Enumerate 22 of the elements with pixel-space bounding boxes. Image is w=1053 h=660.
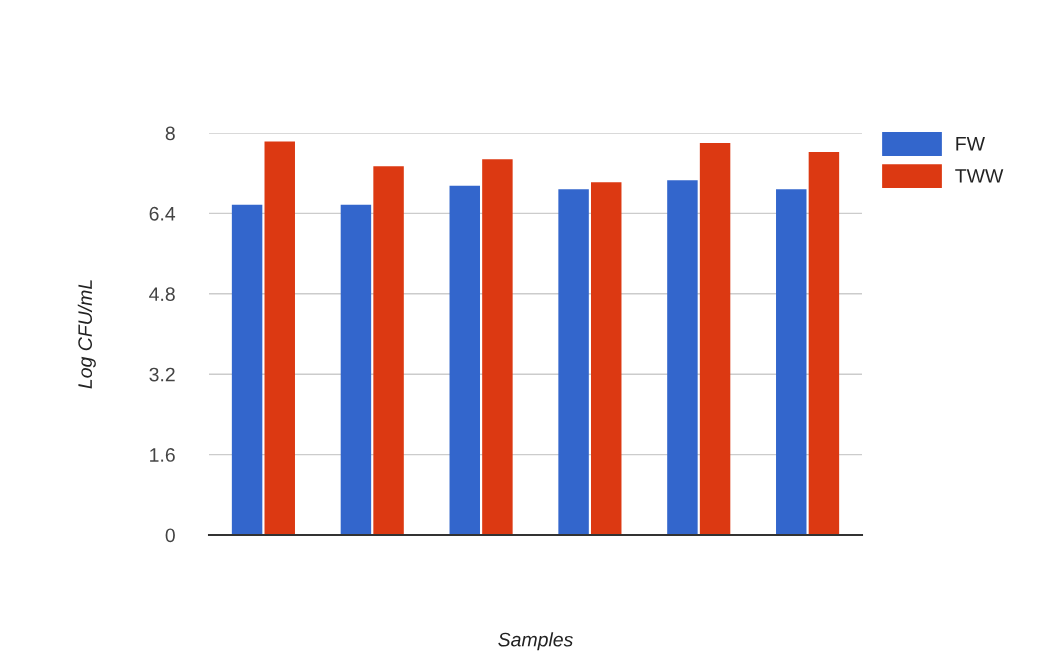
- legend-label: TWW: [955, 169, 1004, 183]
- legend-label: FW: [956, 137, 985, 151]
- bar: [373, 166, 404, 535]
- y-tick-label: 0: [165, 528, 175, 543]
- bar: [264, 141, 295, 535]
- y-tick-label: 8: [165, 126, 175, 141]
- bar: [808, 152, 840, 535]
- bar: [482, 159, 513, 535]
- bar: [591, 182, 622, 535]
- bar: [776, 189, 807, 535]
- y-axis-title: Log CFU/mL: [77, 280, 96, 389]
- bar: [449, 185, 480, 535]
- bar: [667, 180, 698, 535]
- bar: [340, 204, 372, 535]
- x-axis-title: Samples: [498, 632, 573, 651]
- y-tick-label: 3.2: [149, 367, 175, 382]
- bar: [699, 143, 731, 535]
- y-tick-label: 6.4: [149, 206, 176, 221]
- bar: [231, 204, 263, 535]
- bar: [558, 189, 589, 535]
- y-tick-label: 1.6: [150, 448, 175, 462]
- y-tick-label: 4.8: [149, 287, 175, 302]
